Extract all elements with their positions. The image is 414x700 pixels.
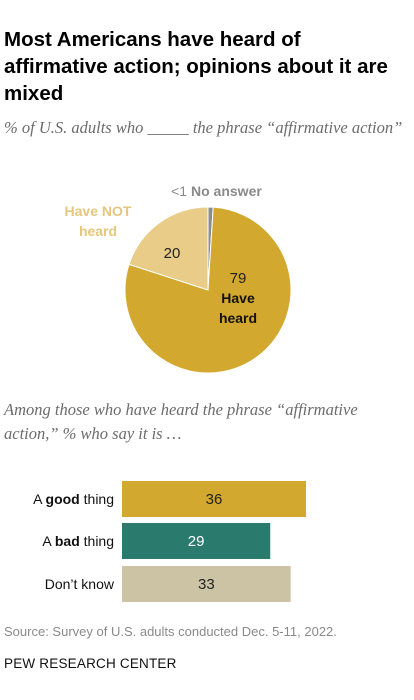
pie-value-label-have-not-heard: 20 xyxy=(164,245,181,262)
pie-category-label-have-not-heard-line2: heard xyxy=(79,223,117,239)
bar-3 xyxy=(122,566,291,602)
pie-category-label-have-heard-line1: Have xyxy=(221,290,255,306)
chart-title: Most Americans have heard of affirmative… xyxy=(4,28,388,105)
bar-value-label-3: 33 xyxy=(198,576,215,593)
organization-name: PEW RESEARCH CENTER xyxy=(4,656,177,671)
pie-slice-have-not-heard xyxy=(128,206,209,291)
pie-category-label-no-answer: No answer xyxy=(191,183,262,199)
bar-2 xyxy=(122,523,271,559)
bar-category-label-1: A good thing xyxy=(33,491,114,507)
pie-category-label-have-heard-line2: heard xyxy=(219,310,257,326)
bar-value-label-1: 36 xyxy=(206,491,223,508)
bar-1 xyxy=(122,481,306,517)
bar-value-label-2: 29 xyxy=(188,533,205,550)
bar-category-label-2: A bad thing xyxy=(42,533,114,549)
source-note: Source: Survey of U.S. adults conducted … xyxy=(4,624,337,639)
bar-category-label-3: Don’t know xyxy=(45,576,115,592)
bar-subtitle: Among those who have heard the phrase “a… xyxy=(4,400,358,443)
pie-subtitle: % of U.S. adults who _____ the phrase “a… xyxy=(4,118,403,137)
pie-value-label-have-heard: 79 xyxy=(230,270,247,287)
pie-value-label-no-answer: <1 xyxy=(171,183,187,199)
pie-category-label-have-not-heard-line1: Have NOT xyxy=(65,203,132,219)
